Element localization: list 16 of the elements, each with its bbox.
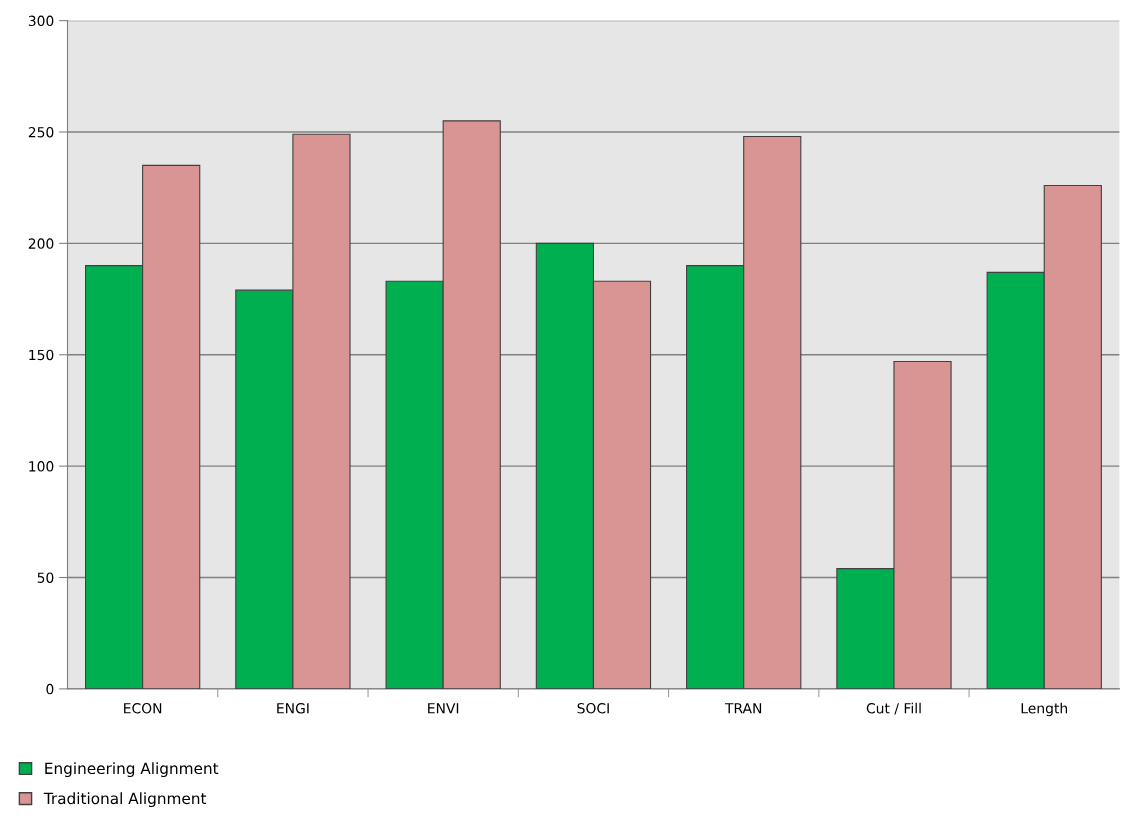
y-tick-label: 0 [46,683,54,695]
x-tick-label: Length [1021,702,1068,717]
x-tick-label: TRAN [724,703,762,714]
x-tick-label: Cut / Fill [866,702,921,715]
x-tick-label: ENGI [277,703,309,714]
x-tick-label: ENVI [428,703,459,714]
y-tick-label: 150 [29,349,54,361]
y-tick-label: 300 [28,15,54,27]
x-tick-label: SOCI [577,703,609,714]
y-tick-label: 50 [37,572,54,583]
y-tick-label: 200 [28,238,54,249]
legend-label: Traditional Alignment [43,792,207,808]
y-tick-label: 250 [28,126,54,138]
y-tick-label: 100 [29,461,54,472]
legend-label: Engineering Alignment [45,762,219,778]
x-tick-label: ECON [124,703,162,714]
